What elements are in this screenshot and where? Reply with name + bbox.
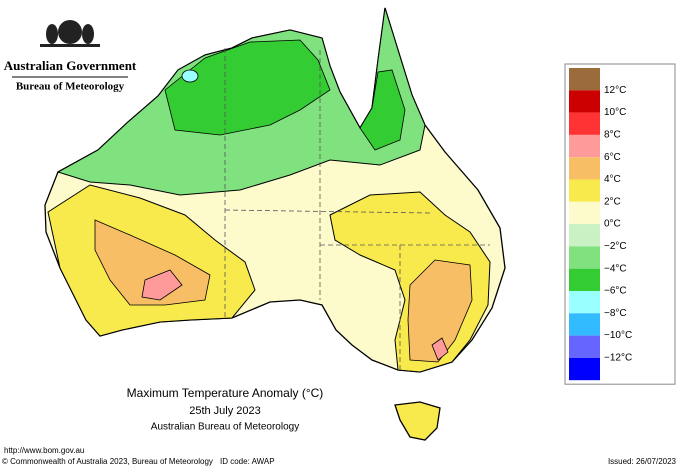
map-title: Maximum Temperature Anomaly (°C) [127,386,324,400]
legend-label: −12°C [604,353,632,364]
tasmania [394,401,441,441]
cyan-patch [181,69,199,83]
legend: 12°C 10°C 8°C 6°C 4°C 2°C 0°C −2°C −4°C −6°C −8°C −… [564,63,676,385]
east-hot-zone [407,259,473,363]
agency-name: Bureau of Meteorology [16,81,125,93]
crest [40,20,100,47]
east-hottest-zone [431,337,449,361]
legend-label: 8°C [604,130,621,141]
legend-swatch [569,313,600,336]
legend-swatch [569,157,600,180]
legend-swatch [569,179,600,202]
legend-label: 12°C [604,85,626,96]
legend-swatch [569,291,600,314]
legend-swatch [569,224,600,247]
legend-swatch [569,201,600,225]
legend-swatch [569,68,600,91]
legend-label: −2°C [604,241,627,252]
australia-map [44,7,506,441]
state-borders [224,48,490,370]
legend-label: −6°C [604,286,627,297]
west-hottest-zone [141,269,183,301]
legend-swatch [569,357,600,381]
legend-label: 4°C [604,174,621,185]
legend-label: 10°C [604,107,626,118]
legend-swatch [569,90,600,113]
government-name: Australian Government [4,58,137,73]
legend-label: −4°C [604,263,627,274]
legend-swatch [569,134,600,158]
map-source: Australian Bureau of Meteorology [151,422,299,433]
legend-swatch [569,335,600,358]
legend-label: 2°C [604,196,621,207]
legend-swatch [569,268,600,291]
legend-label: 0°C [604,219,621,230]
legend-swatch [569,246,600,269]
footer-issued: Issued: 26/07/2023 [608,457,677,466]
legend-swatch [569,112,600,135]
footer-url: http://www.bom.gov.au [4,446,84,455]
legend-label: −10°C [604,330,632,341]
legend-label: −8°C [604,308,627,319]
footer-copyright: © Commonwealth of Australia 2023, Bureau… [2,457,213,466]
footer-id: ID code: AWAP [220,457,275,466]
legend-label: 6°C [604,152,621,163]
map-date: 25th July 2023 [189,405,261,417]
